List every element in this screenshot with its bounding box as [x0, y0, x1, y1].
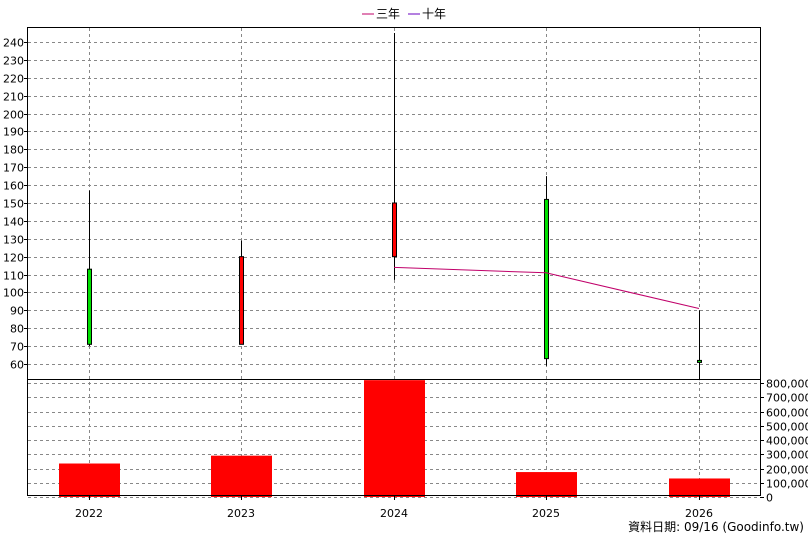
volume-bar	[669, 478, 730, 497]
price-tick-label: 80	[10, 323, 24, 336]
price-tick-label: 240	[3, 37, 24, 50]
price-tick-label: 150	[3, 198, 24, 211]
price-panel	[87, 33, 702, 381]
legend-label-3y: 三年	[376, 7, 400, 21]
volume-tick-label: 0	[766, 492, 773, 505]
volume-bar	[364, 380, 425, 497]
candle-body	[87, 268, 92, 345]
price-tick-label: 180	[3, 144, 24, 157]
price-tick-label: 160	[3, 180, 24, 193]
legend-label-10y: 十年	[422, 7, 446, 21]
x-tick-label: 2023	[227, 507, 255, 520]
price-tick-label: 120	[3, 252, 24, 265]
x-tick-label: 2026	[685, 507, 713, 520]
price-tick-label: 90	[10, 305, 24, 318]
price-tick-label: 130	[3, 234, 24, 247]
volume-bar	[211, 455, 272, 497]
moving-average-line	[393, 266, 700, 309]
x-tick-label: 2024	[380, 507, 408, 520]
volume-tick-label: 300,000	[766, 449, 808, 462]
x-tick-label: 2025	[532, 507, 560, 520]
price-tick-label: 190	[3, 126, 24, 139]
candle-body	[239, 256, 244, 345]
price-tick-label: 70	[10, 341, 24, 354]
volume-tick-label: 400,000	[766, 435, 808, 448]
legend: 三年 十年	[362, 7, 446, 21]
price-tick-label: 60	[10, 359, 24, 372]
data-date-footer: 資料日期: 09/16 (Goodinfo.tw)	[628, 520, 804, 534]
price-tick-label: 220	[3, 73, 24, 86]
volume-bar	[516, 472, 577, 497]
price-tick-label: 140	[3, 216, 24, 229]
volume-tick-label: 200,000	[766, 464, 808, 477]
price-tick-label: 200	[3, 109, 24, 122]
price-tick-label: 230	[3, 55, 24, 68]
price-tick-label: 110	[3, 270, 24, 283]
volume-bar	[59, 463, 120, 497]
candle-body	[392, 202, 397, 258]
volume-panel	[59, 380, 730, 497]
price-tick-label: 210	[3, 91, 24, 104]
price-tick-label: 170	[3, 162, 24, 175]
volume-tick-label: 800,000	[766, 378, 808, 391]
volume-tick-label: 700,000	[766, 392, 808, 405]
axes: 60 70 80 90 100 110 120 130 140 150 160 170 180 190 20…	[3, 37, 808, 521]
plot-frame	[27, 27, 761, 496]
candle-body	[697, 359, 702, 363]
volume-tick-label: 100,000	[766, 478, 808, 491]
price-tick-label: 100	[3, 287, 24, 300]
candle-body	[544, 198, 549, 360]
volume-tick-label: 500,000	[766, 421, 808, 434]
x-tick-label: 2022	[75, 507, 103, 520]
volume-tick-label: 600,000	[766, 407, 808, 420]
